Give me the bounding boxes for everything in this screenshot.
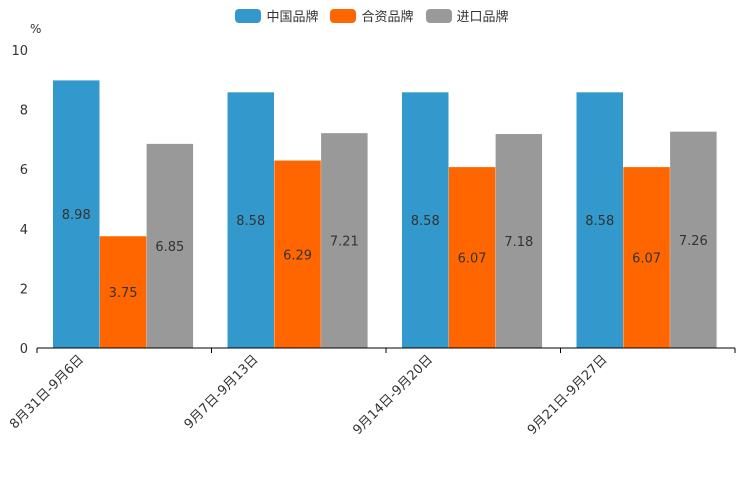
bar-value-label: 8.58 bbox=[236, 214, 265, 229]
y-tick-label: 10 bbox=[11, 44, 28, 59]
bar-value-label: 7.21 bbox=[330, 235, 359, 250]
bar-3-1 bbox=[146, 143, 194, 348]
x-tick-label: 8月31日-9月6日 bbox=[7, 352, 87, 432]
bar-2-2 bbox=[274, 160, 321, 348]
legend-swatch-china-brand bbox=[235, 8, 262, 23]
y-tick-label: 6 bbox=[20, 163, 28, 178]
bar-1-4 bbox=[576, 92, 623, 348]
legend-swatch-jv-brand bbox=[330, 8, 357, 23]
x-tick-label: 9月14日-9月20日 bbox=[350, 352, 436, 438]
legend-label-china-brand: 中国品牌 bbox=[266, 10, 319, 25]
legend-item-import-brand[interactable]: 进口品牌 bbox=[425, 6, 509, 25]
legend-item-china-brand[interactable]: 中国品牌 bbox=[235, 6, 318, 25]
x-tick-label: 9月21日-9月27日 bbox=[525, 352, 611, 438]
legend-label-jv-brand: 合资品牌 bbox=[361, 10, 414, 25]
bar-2-1 bbox=[99, 236, 147, 348]
y-tick-label: 0 bbox=[20, 342, 28, 357]
x-tick-label: 9月7日-9月13日 bbox=[182, 352, 262, 432]
bar-value-label: 6.85 bbox=[155, 240, 184, 255]
chart-legend: 中国品牌 合资品牌 进口品牌 bbox=[0, 6, 744, 25]
y-tick-label: 8 bbox=[20, 104, 28, 119]
bar-3-4 bbox=[670, 131, 717, 348]
bar-1-1 bbox=[53, 80, 100, 349]
bar-3-2 bbox=[321, 133, 368, 348]
y-axis-unit-label: % bbox=[30, 22, 41, 36]
bar-value-label: 8.98 bbox=[62, 208, 91, 223]
y-tick-label: 4 bbox=[20, 223, 28, 238]
bar-value-label: 6.29 bbox=[283, 248, 312, 263]
bar-value-label: 6.07 bbox=[632, 252, 661, 267]
legend-item-jv-brand[interactable]: 合资品牌 bbox=[330, 6, 414, 25]
bar-1-2 bbox=[227, 92, 274, 348]
bar-2-4 bbox=[623, 167, 670, 348]
bar-3-3 bbox=[495, 134, 543, 348]
bar-value-label: 7.26 bbox=[679, 234, 708, 249]
bar-value-label: 8.58 bbox=[411, 214, 440, 229]
bar-2-3 bbox=[448, 167, 496, 348]
bar-value-label: 7.18 bbox=[504, 235, 533, 250]
legend-label-import-brand: 进口品牌 bbox=[456, 10, 509, 25]
bar-value-label: 3.75 bbox=[109, 286, 138, 301]
y-tick-label: 2 bbox=[20, 282, 28, 297]
bar-1-3 bbox=[402, 92, 449, 348]
legend-swatch-import-brand bbox=[425, 8, 452, 23]
bar-value-label: 8.58 bbox=[585, 214, 614, 229]
bar-value-label: 6.07 bbox=[458, 252, 487, 267]
